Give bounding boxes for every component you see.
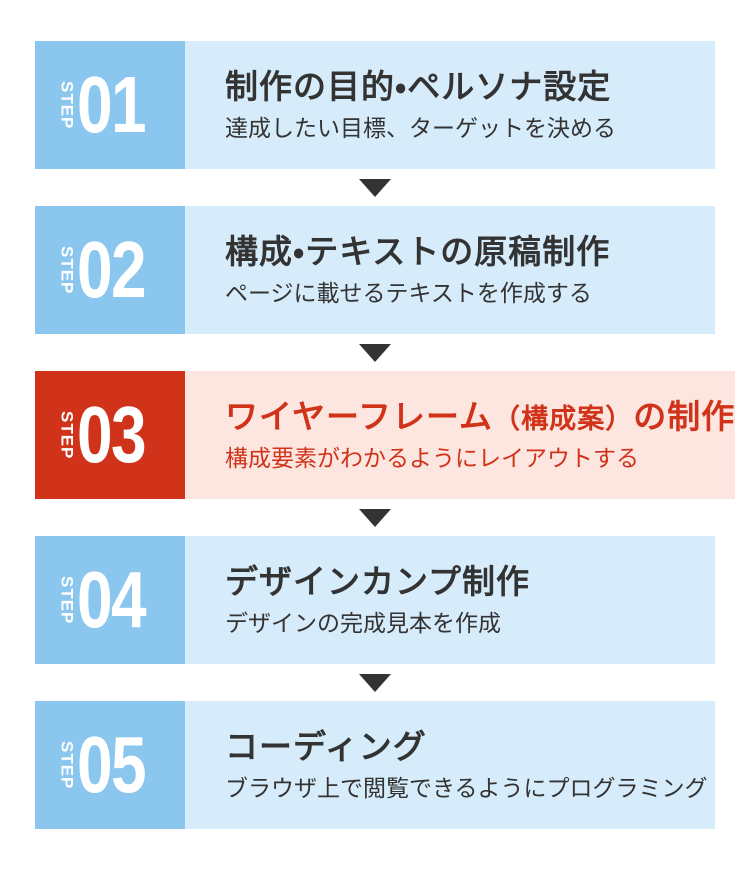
step-title: コーディング (225, 728, 715, 766)
arrow-gap (35, 169, 715, 206)
step-subtitle: ページに載せるテキストを作成する (225, 279, 592, 306)
arrow-down-icon (359, 178, 391, 197)
arrow-gap (35, 334, 715, 371)
step-content-5: コーディング ブラウザ上で閲覧できるようにプログラミング (185, 701, 715, 829)
step-number: 02 (76, 225, 147, 314)
step-label: STEP (57, 575, 77, 625)
step-content-2: 構成・テキストの原稿制作 ページに載せるテキストを作成する (185, 206, 715, 334)
arrow-gap (35, 664, 715, 701)
step-subtitle: ブラウザ上で閲覧できるようにプログラミング (225, 774, 708, 801)
step-title-paren: （構成案） (493, 403, 634, 434)
arrow-gap (35, 499, 715, 536)
step-title: 制作の目的・ペルソナ設定 (225, 68, 715, 106)
step-number: 01 (76, 60, 147, 149)
step-number: 05 (76, 720, 147, 809)
step-title-text: ワイヤーフレーム (225, 397, 494, 435)
step-badge-4: STEP 04 (35, 536, 185, 664)
step-title-post: の制作 (633, 397, 736, 435)
step-badge-2: STEP 02 (35, 206, 185, 334)
step-title: 構成・テキストの原稿制作 (225, 233, 715, 271)
arrow-down-icon (359, 343, 391, 362)
step-row-2: STEP 02 構成・テキストの原稿制作 ページに載せるテキストを作成する (35, 206, 715, 334)
step-subtitle: デザインの完成見本を作成 (225, 609, 501, 636)
step-label: STEP (57, 740, 77, 790)
step-number: 03 (76, 390, 147, 479)
step-number: 04 (76, 555, 147, 644)
step-content-4: デザインカンプ制作 デザインの完成見本を作成 (185, 536, 715, 664)
step-title-text: コーディング (225, 727, 427, 765)
step-row-1: STEP 01 制作の目的・ペルソナ設定 達成したい目標、ターゲットを決める (35, 41, 715, 169)
step-title: デザインカンプ制作 (225, 563, 715, 601)
step-title-text: デザインカンプ制作 (225, 562, 531, 600)
step-row-3: STEP 03 ワイヤーフレーム（構成案）の制作 構成要素がわかるようにレイアウ… (35, 371, 736, 499)
arrow-down-icon (359, 508, 391, 527)
step-subtitle: 構成要素がわかるようにレイアウトする (225, 444, 639, 471)
step-row-5: STEP 05 コーディング ブラウザ上で閲覧できるようにプログラミング (35, 701, 715, 829)
step-row-4: STEP 04 デザインカンプ制作 デザインの完成見本を作成 (35, 536, 715, 664)
step-badge-3: STEP 03 (35, 371, 185, 499)
step-label: STEP (57, 245, 77, 295)
step-badge-1: STEP 01 (35, 41, 185, 169)
step-badge-5: STEP 05 (35, 701, 185, 829)
step-subtitle: 達成したい目標、ターゲットを決める (225, 114, 616, 141)
step-label: STEP (57, 410, 77, 460)
arrow-down-icon (359, 673, 391, 692)
step-content-1: 制作の目的・ペルソナ設定 達成したい目標、ターゲットを決める (185, 41, 715, 169)
step-title-text: 構成・テキストの原稿制作 (225, 232, 611, 270)
step-content-3: ワイヤーフレーム（構成案）の制作 構成要素がわかるようにレイアウトする (185, 371, 736, 499)
step-title: ワイヤーフレーム（構成案）の制作 (225, 398, 735, 436)
step-title-text: 制作の目的・ペルソナ設定 (225, 67, 612, 105)
step-label: STEP (57, 80, 77, 130)
